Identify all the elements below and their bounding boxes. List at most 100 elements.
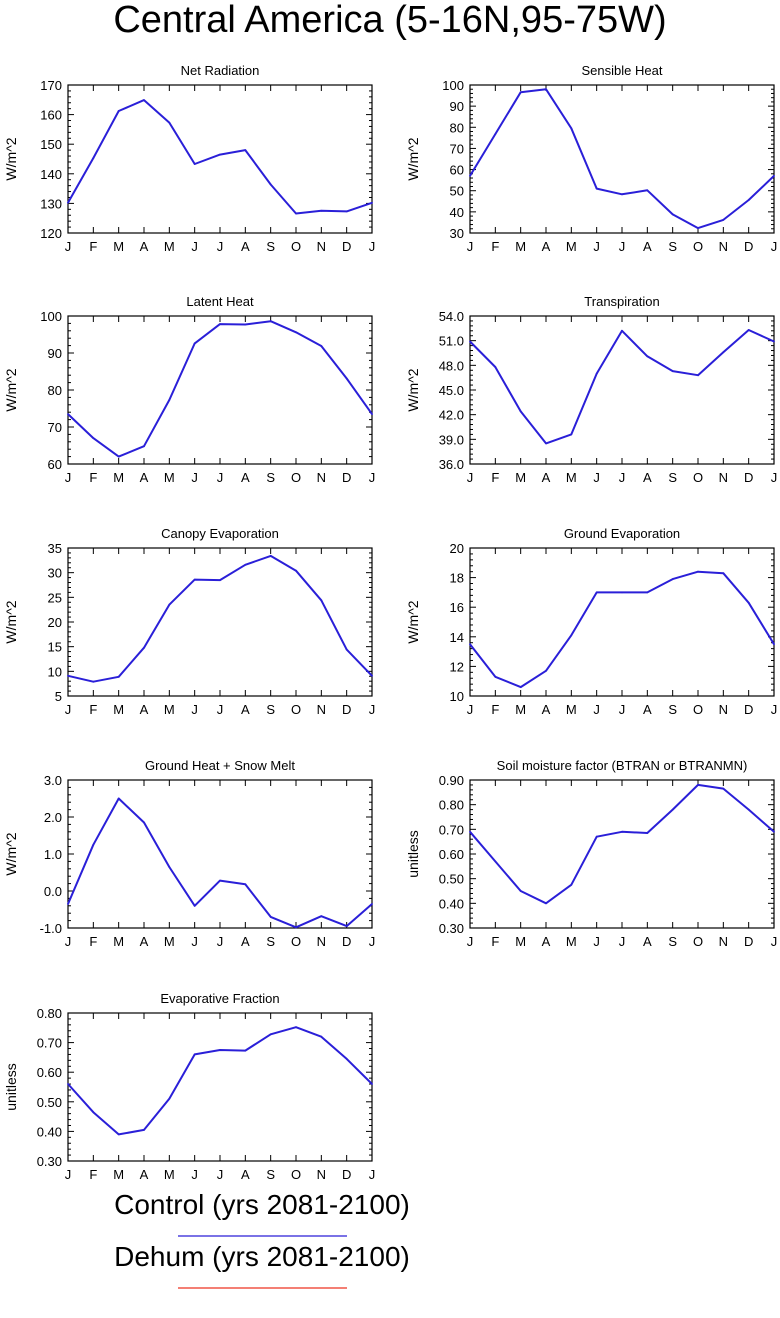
y-tick-label: 70 bbox=[48, 420, 62, 435]
x-tick-label: O bbox=[291, 934, 301, 949]
x-tick-label: D bbox=[744, 239, 753, 254]
x-tick-label: O bbox=[693, 702, 703, 717]
y-tick-label: 0.70 bbox=[439, 822, 464, 837]
data-point bbox=[269, 555, 272, 557]
data-point bbox=[345, 648, 348, 651]
data-point bbox=[494, 133, 497, 136]
x-tick-label: J bbox=[191, 239, 198, 254]
data-point bbox=[646, 189, 649, 192]
series-line-control bbox=[469, 329, 775, 445]
y-axis-label: unitless bbox=[3, 1063, 19, 1110]
data-point bbox=[545, 88, 547, 91]
y-tick-label: 5 bbox=[55, 689, 62, 704]
x-tick-label: J bbox=[771, 470, 778, 485]
chart-title: Net Radiation bbox=[181, 63, 260, 78]
data-point bbox=[671, 213, 674, 216]
data-point bbox=[193, 904, 196, 907]
x-tick-label: D bbox=[744, 702, 753, 717]
chart-title: Soil moisture factor (BTRAN or BTRANMN) bbox=[497, 758, 748, 773]
y-tick-label: 80 bbox=[48, 383, 62, 398]
data-point bbox=[570, 883, 573, 886]
x-tick-label: J bbox=[191, 470, 198, 485]
x-tick-label: M bbox=[164, 239, 175, 254]
series-line-control bbox=[469, 783, 775, 905]
data-point bbox=[519, 686, 522, 688]
data-point bbox=[295, 1026, 297, 1029]
data-point bbox=[671, 578, 674, 580]
data-point bbox=[722, 572, 725, 575]
y-tick-label: 42.0 bbox=[439, 408, 464, 423]
y-axis-label: W/m^2 bbox=[405, 137, 421, 180]
y-tick-label: 60 bbox=[48, 457, 62, 472]
y-tick-label: 0.80 bbox=[37, 1006, 62, 1021]
y-tick-label: 1.0 bbox=[44, 847, 62, 862]
x-tick-label: J bbox=[467, 934, 474, 949]
y-tick-label: 30 bbox=[48, 566, 62, 581]
data-point bbox=[371, 201, 373, 204]
x-tick-label: J bbox=[369, 702, 376, 717]
data-point bbox=[168, 399, 171, 401]
x-tick-label: O bbox=[291, 1167, 301, 1182]
data-point bbox=[143, 1129, 145, 1131]
x-tick-label: N bbox=[317, 702, 326, 717]
data-point bbox=[773, 643, 775, 646]
y-tick-label: 100 bbox=[442, 78, 464, 93]
data-point bbox=[722, 351, 725, 354]
data-point bbox=[722, 787, 725, 790]
data-point bbox=[646, 832, 649, 834]
data-point bbox=[67, 201, 69, 204]
y-tick-label: 100 bbox=[40, 309, 62, 324]
x-tick-label: F bbox=[89, 239, 97, 254]
y-tick-label: 0.30 bbox=[439, 921, 464, 936]
x-tick-label: M bbox=[164, 470, 175, 485]
x-tick-label: M bbox=[515, 239, 526, 254]
data-point bbox=[320, 599, 323, 602]
data-point bbox=[697, 227, 699, 230]
x-tick-label: F bbox=[491, 239, 499, 254]
data-point bbox=[621, 591, 623, 594]
y-tick-label: 25 bbox=[48, 590, 62, 605]
data-point bbox=[168, 1097, 171, 1100]
data-point bbox=[519, 91, 522, 94]
y-axis-label: W/m^2 bbox=[3, 368, 19, 411]
chart-soil-moisture-factor-btran-or-btranmn: Soil moisture factor (BTRAN or BTRANMN) u… bbox=[405, 758, 777, 949]
data-point bbox=[244, 1049, 247, 1052]
series-line-control bbox=[67, 1026, 373, 1136]
data-point bbox=[747, 808, 750, 811]
x-tick-label: J bbox=[771, 239, 778, 254]
plot-frame bbox=[469, 547, 775, 697]
data-point bbox=[168, 866, 171, 868]
x-tick-label: A bbox=[542, 702, 551, 717]
y-axis-label: W/m^2 bbox=[405, 600, 421, 643]
plot-frame bbox=[67, 547, 373, 697]
data-point bbox=[269, 320, 272, 323]
data-point bbox=[67, 903, 69, 905]
data-point bbox=[519, 890, 522, 892]
data-point bbox=[117, 675, 120, 678]
x-tick-label: F bbox=[89, 934, 97, 949]
data-point bbox=[570, 433, 573, 436]
data-point bbox=[671, 808, 674, 811]
data-point bbox=[646, 591, 649, 594]
x-tick-label: J bbox=[369, 934, 376, 949]
data-point bbox=[469, 830, 471, 833]
x-tick-label: N bbox=[317, 934, 326, 949]
x-tick-label: S bbox=[266, 239, 275, 254]
data-point bbox=[345, 925, 348, 927]
x-tick-label: O bbox=[693, 934, 703, 949]
data-point bbox=[570, 127, 573, 130]
data-point bbox=[92, 680, 95, 683]
x-tick-label: N bbox=[317, 470, 326, 485]
y-tick-label: 20 bbox=[450, 541, 464, 556]
chart-title: Ground Heat + Snow Melt bbox=[145, 758, 295, 773]
y-axis-label: unitless bbox=[405, 830, 421, 877]
x-tick-label: J bbox=[619, 934, 626, 949]
x-tick-label: J bbox=[619, 239, 626, 254]
data-point bbox=[295, 569, 297, 572]
x-tick-label: J bbox=[65, 934, 72, 949]
data-point bbox=[117, 1133, 120, 1136]
data-point bbox=[168, 121, 171, 124]
